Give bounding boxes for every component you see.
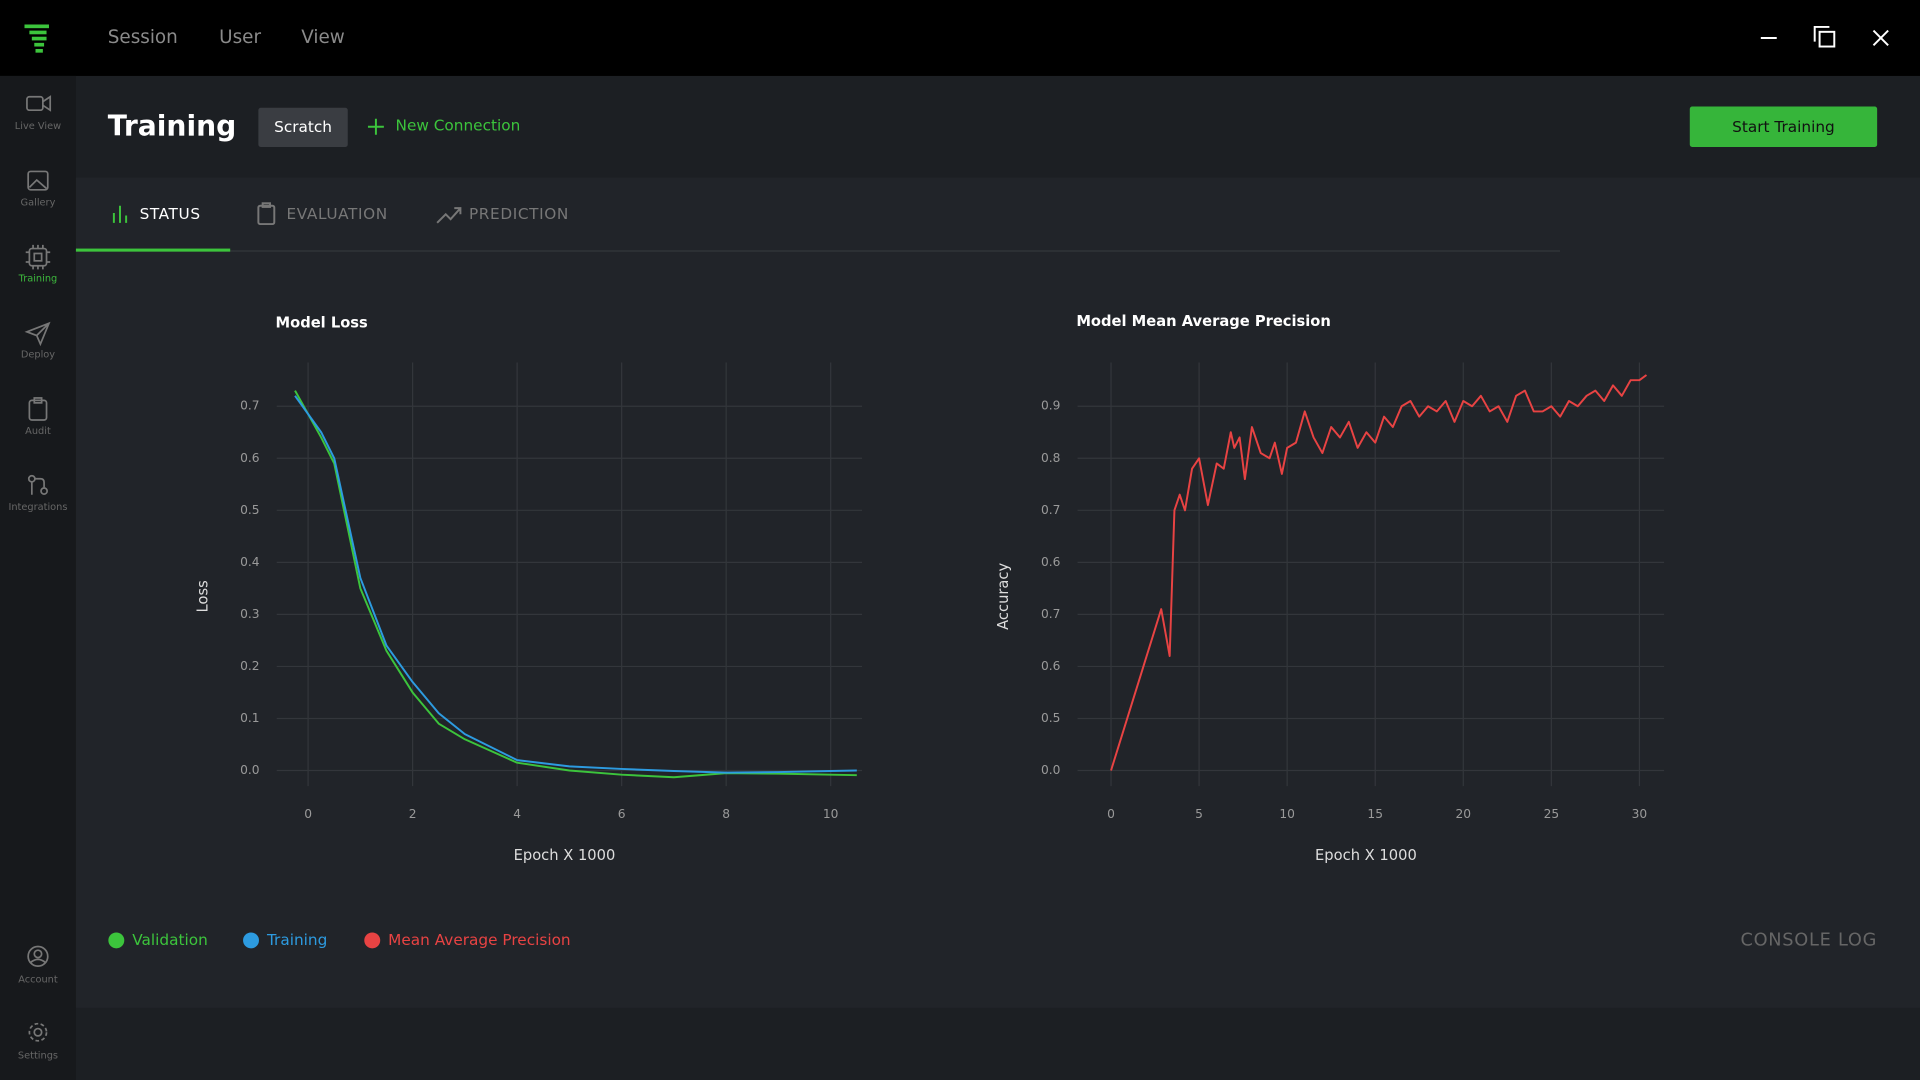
menu-item[interactable]: View <box>301 27 345 48</box>
x-tick-label: 0 <box>1107 807 1115 821</box>
legend-label: Validation <box>132 931 208 949</box>
start-training-label: Start Training <box>1732 118 1835 136</box>
y-tick-label: 0.2 <box>240 659 259 673</box>
menu-item[interactable]: Session <box>108 27 178 48</box>
window-controls <box>1760 25 1889 48</box>
tab[interactable]: PREDICTION <box>469 205 569 223</box>
y-tick-label: 0.0 <box>1041 763 1060 777</box>
x-tick-label: 0 <box>304 807 312 821</box>
sidebar <box>0 75 76 1080</box>
y-tick-label: 0.7 <box>240 399 259 413</box>
y-tick-label: 0.4 <box>240 555 260 569</box>
chart-title: Model Loss <box>276 314 369 331</box>
plus-icon <box>367 118 384 135</box>
x-tick-label: 10 <box>1279 807 1295 821</box>
y-tick-label: 0.6 <box>1041 555 1061 569</box>
x-axis-label: Epoch X 1000 <box>1315 847 1417 864</box>
legend-swatch <box>364 932 381 949</box>
sidebar-item[interactable]: Account <box>18 975 58 986</box>
legend-swatch <box>108 932 125 949</box>
sidebar-item[interactable]: Settings <box>18 1051 58 1062</box>
y-tick-label: 0.0 <box>240 763 259 777</box>
x-axis-label: Epoch X 1000 <box>514 847 616 864</box>
sidebar-item[interactable]: Deploy <box>21 350 55 361</box>
content-panel <box>75 177 1920 1008</box>
y-axis-label: Accuracy <box>995 562 1012 629</box>
y-tick-label: 0.7 <box>1041 503 1060 517</box>
sidebar-icons <box>24 95 52 1042</box>
x-tick-label: 30 <box>1632 807 1648 821</box>
tab-underline <box>75 248 231 252</box>
y-tick-label: 0.1 <box>240 711 259 725</box>
scratch-button[interactable] <box>258 107 348 147</box>
sidebar-item[interactable]: Live View <box>15 121 61 132</box>
title-bar <box>0 0 1920 76</box>
y-tick-label: 0.7 <box>1041 607 1060 621</box>
y-tick-label: 0.9 <box>1041 399 1060 413</box>
legend-swatch <box>243 932 259 949</box>
sidebar-item[interactable]: Training <box>18 273 58 284</box>
x-tick-label: 4 <box>513 807 521 821</box>
x-tick-label: 15 <box>1367 807 1383 821</box>
tab-icons <box>112 202 462 226</box>
x-tick-label: 25 <box>1544 807 1560 821</box>
x-tick-label: 8 <box>722 807 730 821</box>
menu-item[interactable]: User <box>219 27 261 48</box>
sidebar-item[interactable]: Integrations <box>8 502 67 513</box>
y-tick-label: 0.6 <box>1041 659 1061 673</box>
x-tick-label: 2 <box>409 807 417 821</box>
page-title: Training <box>108 109 237 142</box>
x-tick-label: 6 <box>618 807 626 821</box>
y-axis-label: Loss <box>194 580 211 612</box>
sidebar-item[interactable]: Gallery <box>21 197 56 208</box>
data-line <box>294 390 857 779</box>
start-training-button[interactable] <box>1689 106 1878 147</box>
x-tick-label: 5 <box>1195 807 1203 821</box>
restore[interactable] <box>1813 25 1836 48</box>
logo[interactable] <box>24 24 49 53</box>
tab[interactable]: STATUS <box>140 205 201 223</box>
y-tick-label: 0.5 <box>1041 711 1060 725</box>
y-tick-label: 0.8 <box>1041 451 1060 465</box>
scratch-button-label: Scratch <box>274 118 332 136</box>
legend-label: Mean Average Precision <box>388 931 570 949</box>
x-tick-label: 10 <box>823 807 839 821</box>
tab[interactable]: EVALUATION <box>287 205 388 223</box>
console-log-button[interactable]: CONSOLE LOG <box>1740 930 1877 950</box>
y-tick-label: 0.6 <box>240 451 260 465</box>
data-line <box>294 395 857 774</box>
chart-title: Model Mean Average Precision <box>1076 313 1331 330</box>
sidebar-item[interactable]: Audit <box>25 426 51 437</box>
data-line <box>1110 374 1648 771</box>
x-tick-label: 20 <box>1455 807 1471 821</box>
close[interactable] <box>1872 29 1889 46</box>
new-connection-link[interactable]: New Connection <box>396 117 521 135</box>
y-tick-label: 0.3 <box>240 607 259 621</box>
legend-label: Training <box>266 931 327 949</box>
y-tick-label: 0.5 <box>240 503 259 517</box>
